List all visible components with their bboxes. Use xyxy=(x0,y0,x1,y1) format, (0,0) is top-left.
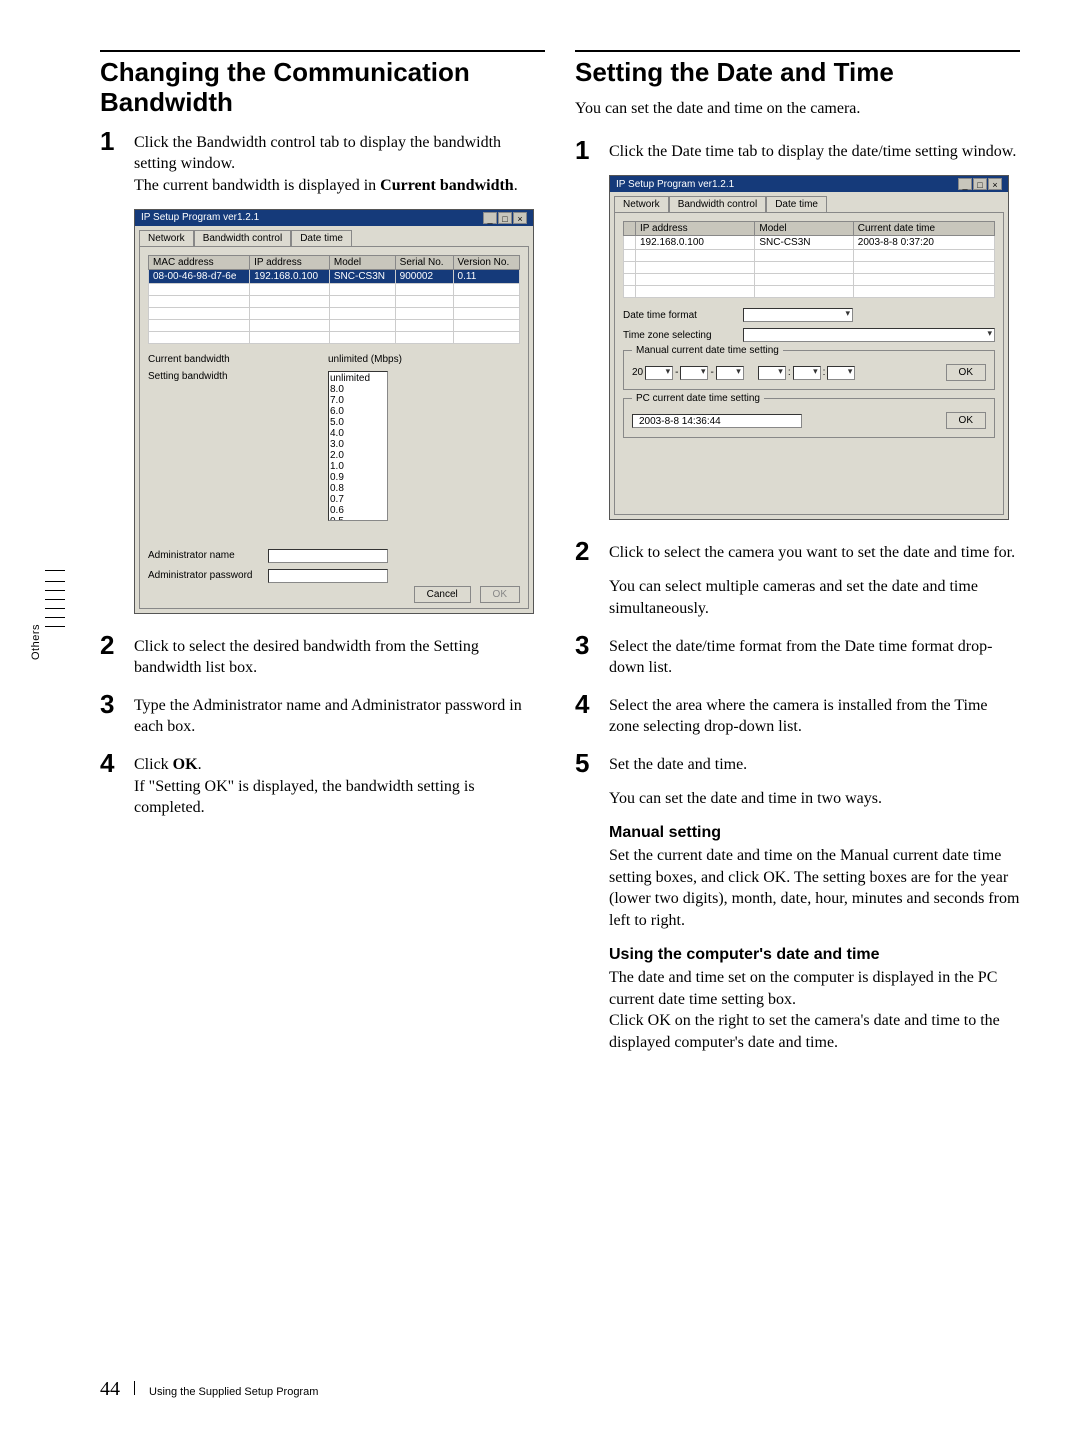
manual-fieldset: Manual current date time setting 20 - - … xyxy=(623,350,995,390)
datetime-screenshot: IP Setup Program ver1.2.1 _ □ × NetworkB… xyxy=(609,175,1009,520)
pc-fieldset: PC current date time setting 2003-8-8 14… xyxy=(623,398,995,438)
cancel-button[interactable]: Cancel xyxy=(414,586,471,603)
right-step4: Select the area where the camera is inst… xyxy=(609,691,1020,738)
minimize-icon: _ xyxy=(483,212,497,224)
side-lines xyxy=(45,570,65,635)
step-num: 2 xyxy=(575,538,609,564)
left-step4: Click OK. If "Setting OK" is displayed, … xyxy=(134,750,545,819)
tab-bandwidth[interactable]: Bandwidth control xyxy=(194,230,292,246)
dtf-label: Date time format xyxy=(623,310,743,321)
admin-pw-label: Administrator password xyxy=(148,570,268,581)
tab-network[interactable]: Network xyxy=(614,196,669,212)
current-bw-value: unlimited (Mbps) xyxy=(328,354,402,365)
admin-name-label: Administrator name xyxy=(148,550,268,561)
right-intro: You can set the date and time on the cam… xyxy=(575,98,1020,120)
pc-datetime-display: 2003-8-8 14:36:44 xyxy=(632,414,802,428)
close-icon: × xyxy=(988,178,1002,190)
yy-dropdown[interactable] xyxy=(645,366,673,380)
manual-heading: Manual setting xyxy=(609,822,1020,844)
device-table: IP address Model Current date time 192.1… xyxy=(623,221,995,298)
step-num: 1 xyxy=(100,128,134,197)
right-step2b: You can select multiple cameras and set … xyxy=(609,576,1020,619)
right-step5b: You can set the date and time in two way… xyxy=(609,788,1020,810)
left-title: Changing the Communication Bandwidth xyxy=(100,50,545,118)
ok-button[interactable]: OK xyxy=(480,586,520,603)
pc-ok-button[interactable]: OK xyxy=(946,412,986,429)
side-tab: Others xyxy=(30,624,42,660)
tzs-dropdown[interactable] xyxy=(743,328,995,342)
admin-name-input[interactable] xyxy=(268,549,388,563)
left-column: Changing the Communication Bandwidth 1 C… xyxy=(100,50,545,1066)
page-caption: Using the Supplied Setup Program xyxy=(149,1386,318,1398)
right-step5: Set the date and time. xyxy=(609,750,747,776)
current-bw-label: Current bandwidth xyxy=(148,354,268,365)
left-step1: Click the Bandwidth control tab to displ… xyxy=(134,128,545,197)
left-step2: Click to select the desired bandwidth fr… xyxy=(134,632,545,679)
page-footer: 44 Using the Supplied Setup Program xyxy=(100,1378,318,1401)
manual-section: Manual setting Set the current date and … xyxy=(609,822,1020,932)
mm-dropdown[interactable] xyxy=(680,366,708,380)
manual-ok-button[interactable]: OK xyxy=(946,364,986,381)
bandwidth-screenshot: IP Setup Program ver1.2.1 _ □ × NetworkB… xyxy=(134,209,534,614)
close-icon: × xyxy=(513,212,527,224)
tzs-label: Time zone selecting xyxy=(623,330,743,341)
maximize-icon: □ xyxy=(498,212,512,224)
step-num: 4 xyxy=(100,750,134,819)
ss-dropdown[interactable] xyxy=(827,366,855,380)
maximize-icon: □ xyxy=(973,178,987,190)
ss-title: IP Setup Program ver1.2.1 xyxy=(141,212,259,223)
admin-pw-input[interactable] xyxy=(268,569,388,583)
table-row[interactable]: 08-00-46-98-d7-6e 192.168.0.100 SNC-CS3N… xyxy=(149,269,520,283)
table-row[interactable]: 192.168.0.100 SNC-CS3N 2003-8-8 0:37:20 xyxy=(624,236,995,250)
right-step1: Click the Date time tab to display the d… xyxy=(609,137,1016,163)
tab-bandwidth[interactable]: Bandwidth control xyxy=(669,196,767,212)
right-step2: Click to select the camera you want to s… xyxy=(609,538,1015,564)
tab-datetime[interactable]: Date time xyxy=(766,196,827,212)
tab-datetime[interactable]: Date time xyxy=(291,230,352,246)
setting-bw-label: Setting bandwidth xyxy=(148,371,268,382)
step-num: 3 xyxy=(100,691,134,738)
ss-title: IP Setup Program ver1.2.1 xyxy=(616,179,734,190)
right-column: Setting the Date and Time You can set th… xyxy=(575,50,1020,1066)
dtf-dropdown[interactable] xyxy=(743,308,853,322)
right-step3: Select the date/time format from the Dat… xyxy=(609,632,1020,679)
minimize-icon: _ xyxy=(958,178,972,190)
dd-dropdown[interactable] xyxy=(716,366,744,380)
mi-dropdown[interactable] xyxy=(793,366,821,380)
step-num: 5 xyxy=(575,750,609,776)
left-step3: Type the Administrator name and Administ… xyxy=(134,691,545,738)
step-num: 1 xyxy=(575,137,609,163)
right-title: Setting the Date and Time xyxy=(575,50,1020,88)
page-number: 44 xyxy=(100,1378,120,1401)
device-table: MAC address IP address Model Serial No. … xyxy=(148,255,520,344)
tab-network[interactable]: Network xyxy=(139,230,194,246)
step-num: 3 xyxy=(575,632,609,679)
step-num: 2 xyxy=(100,632,134,679)
step-num: 4 xyxy=(575,691,609,738)
hh-dropdown[interactable] xyxy=(758,366,786,380)
using-section: Using the computer's date and time The d… xyxy=(609,944,1020,1054)
using-heading: Using the computer's date and time xyxy=(609,944,1020,966)
setting-bw-listbox[interactable]: unlimited 8.0 7.0 6.0 5.0 4.0 3.0 2.0 1.… xyxy=(328,371,388,521)
